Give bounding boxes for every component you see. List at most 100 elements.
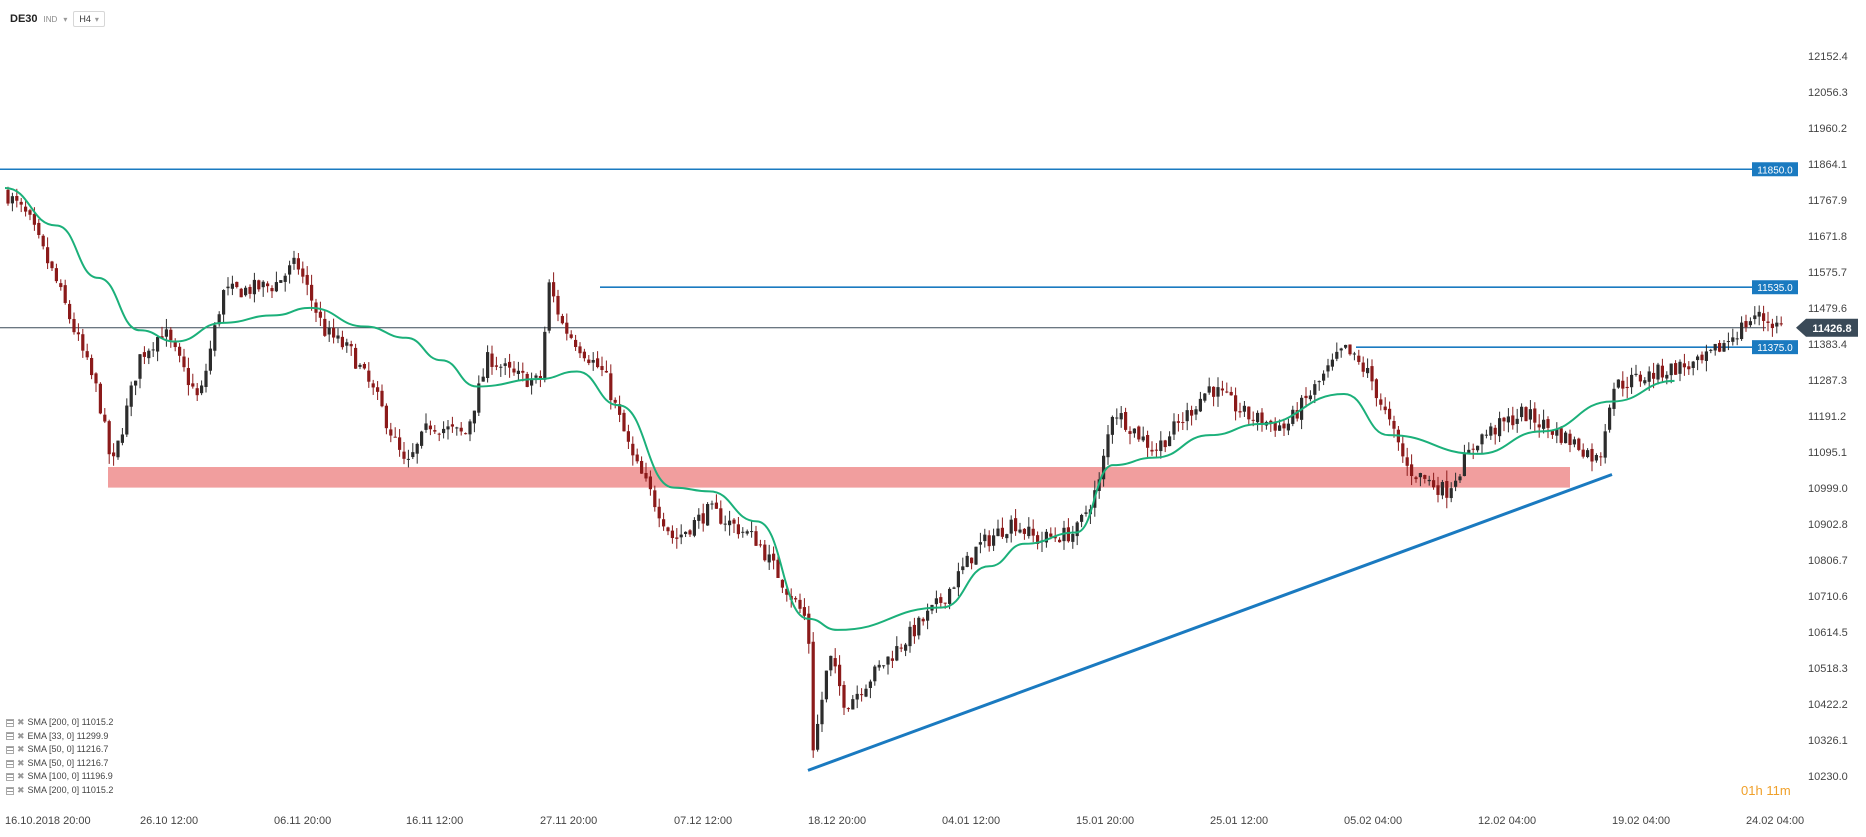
- indicator-item[interactable]: ✖ SMA [50, 0] 11216.7: [6, 743, 113, 757]
- candle-bear: [182, 356, 186, 368]
- candle-bull: [1603, 431, 1607, 458]
- candle-bull: [1458, 476, 1462, 481]
- candle-bear: [653, 490, 657, 508]
- candle-bull: [1005, 534, 1009, 539]
- close-icon[interactable]: ✖: [17, 771, 25, 782]
- candle-bear: [266, 283, 270, 287]
- candle-bull: [129, 385, 133, 407]
- candle-bull: [1119, 413, 1123, 420]
- level-label: 11850.0: [1757, 165, 1793, 176]
- indicator-label: SMA [200, 0] 11015.2: [27, 717, 114, 727]
- candle-bear: [1652, 372, 1656, 379]
- candle-bear: [107, 421, 111, 455]
- candle-bull: [961, 566, 965, 571]
- candle-bear: [785, 588, 789, 595]
- symbol-label[interactable]: DE30: [10, 13, 38, 25]
- candle-bear: [1577, 438, 1581, 450]
- candle-bull: [1044, 531, 1048, 543]
- candle-bull: [1115, 417, 1119, 419]
- candle-bear: [90, 357, 94, 376]
- candle-bear: [398, 437, 402, 450]
- candle-bear: [393, 436, 397, 438]
- candle-bull: [1572, 439, 1576, 445]
- x-tick-label: 12.02 04:00: [1478, 815, 1536, 827]
- candle-bear: [380, 390, 384, 407]
- indicator-item[interactable]: ✖ EMA [33, 0] 11299.9: [6, 730, 113, 744]
- candle-bear: [428, 425, 432, 430]
- candle-bear: [609, 373, 613, 401]
- settings-icon[interactable]: [6, 786, 14, 795]
- candle-bull: [1009, 519, 1013, 534]
- instrument-type-tag: IND: [43, 14, 58, 24]
- settings-icon[interactable]: [6, 773, 14, 782]
- settings-icon[interactable]: [6, 759, 14, 768]
- candle-bear: [63, 285, 67, 303]
- x-tick-label: 16.11 12:00: [406, 815, 463, 827]
- candle-bull: [1616, 379, 1620, 388]
- candle-bear: [1348, 344, 1352, 355]
- candle-bear: [732, 519, 736, 524]
- candle-bear: [464, 433, 468, 435]
- candle-bear: [305, 274, 309, 285]
- candle-bear: [1295, 410, 1299, 419]
- indicator-item[interactable]: ✖ SMA [200, 0] 11015.2: [6, 784, 113, 798]
- candle-bear: [362, 363, 366, 369]
- candle-bear: [389, 429, 393, 436]
- indicator-item[interactable]: ✖ SMA [100, 0] 11196.9: [6, 770, 113, 784]
- candle-bull: [1498, 418, 1502, 437]
- settings-icon[interactable]: [6, 745, 14, 754]
- candle-bull: [1454, 480, 1458, 487]
- candle-bull: [1594, 455, 1598, 461]
- indicator-item[interactable]: ✖ SMA [50, 0] 11216.7: [6, 757, 113, 771]
- candle-bear: [437, 433, 441, 435]
- candle-bear: [1625, 386, 1629, 389]
- candle-bear: [433, 430, 437, 432]
- candle-bear: [46, 247, 50, 264]
- candle-bear: [1379, 399, 1383, 405]
- candle-bull: [327, 327, 331, 335]
- candle-bear: [1014, 518, 1018, 532]
- candle-bear: [1401, 443, 1405, 457]
- close-icon[interactable]: ✖: [17, 730, 25, 741]
- candle-bear: [112, 452, 116, 457]
- candle-bull: [934, 598, 938, 605]
- indicator-label: SMA [50, 0] 11216.7: [27, 757, 109, 768]
- candle-bear: [376, 387, 380, 392]
- settings-icon[interactable]: [6, 718, 14, 727]
- close-icon[interactable]: ✖: [17, 744, 25, 755]
- candle-bear: [596, 358, 600, 368]
- candle-bear: [235, 281, 239, 288]
- close-icon[interactable]: ✖: [17, 717, 25, 727]
- candle-bull: [261, 281, 265, 288]
- candle-bear: [239, 288, 243, 298]
- y-tick-label: 10518.3: [1808, 663, 1848, 675]
- candle-bear: [582, 351, 586, 359]
- candle-bear: [604, 370, 608, 373]
- candle-bull: [1071, 534, 1075, 542]
- candle-bull: [1110, 416, 1114, 435]
- candle-bear: [560, 316, 564, 324]
- candle-bull: [965, 555, 969, 567]
- candle-bear: [640, 461, 644, 474]
- candle-bull: [855, 693, 859, 700]
- candle-bull: [292, 257, 296, 264]
- candle-bear: [1511, 415, 1515, 426]
- candle-bull: [1726, 341, 1730, 343]
- indicator-label: SMA [100, 0] 11196.9: [27, 771, 113, 782]
- candle-bear: [1550, 430, 1554, 435]
- close-icon[interactable]: ✖: [17, 757, 25, 768]
- candle-bear: [719, 508, 723, 524]
- timeframe-select[interactable]: H4 ▾: [73, 11, 105, 27]
- y-tick-label: 10422.2: [1808, 699, 1848, 711]
- candle-bull: [336, 335, 340, 339]
- candle-bear: [1150, 449, 1154, 452]
- chevron-down-icon[interactable]: ▾: [63, 14, 68, 24]
- candle-bear: [85, 351, 89, 358]
- settings-icon[interactable]: [6, 732, 14, 741]
- candle-bear: [257, 280, 261, 290]
- candle-bull: [978, 542, 982, 545]
- close-icon[interactable]: ✖: [17, 784, 25, 795]
- candle-bull: [1018, 529, 1022, 533]
- indicator-item[interactable]: ✖ SMA [200, 0] 11015.2: [6, 716, 113, 730]
